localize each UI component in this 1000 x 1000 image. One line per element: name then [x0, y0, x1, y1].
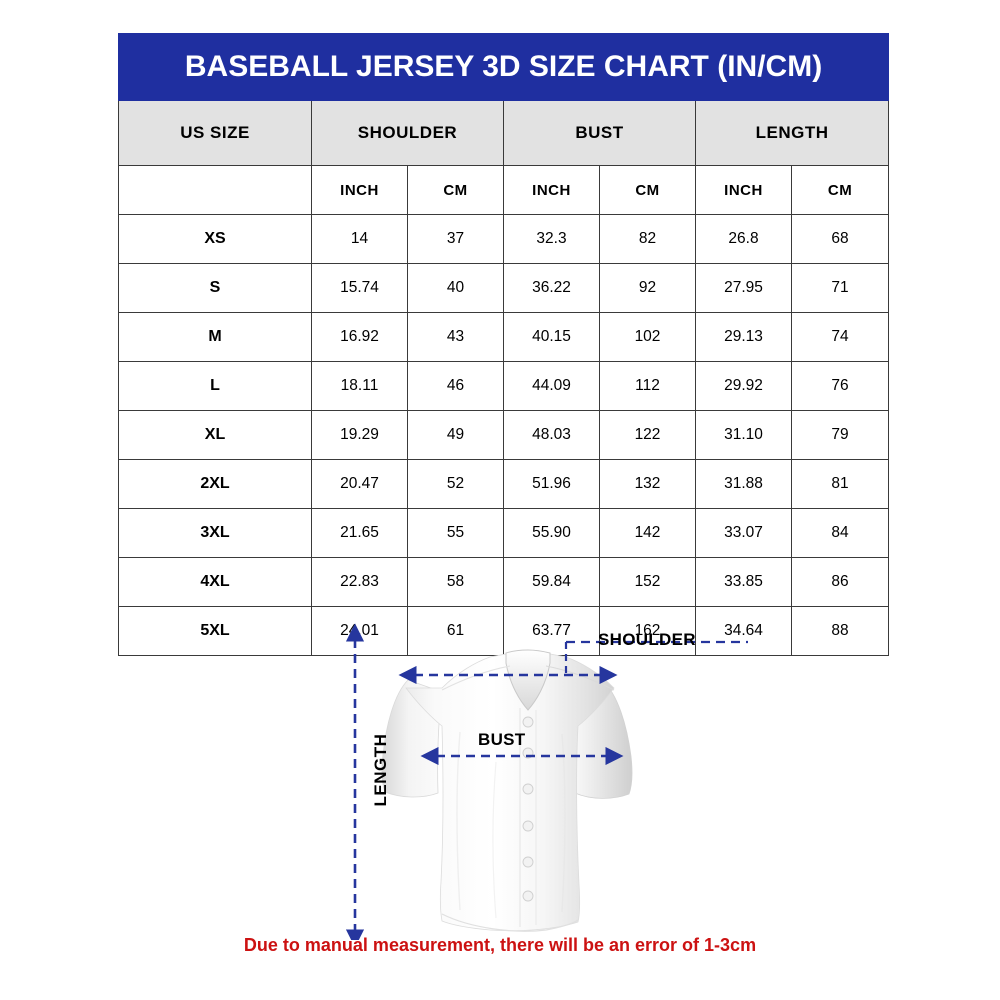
cell-shoulder-inch: 22.83 [311, 557, 408, 607]
cell-length-cm: 81 [790, 459, 890, 509]
column-group-length: LENGTH [694, 100, 890, 166]
cell-bust-cm: 92 [599, 263, 696, 313]
column-group-bust: BUST [503, 100, 696, 166]
cell-size: XL [118, 410, 312, 460]
size-chart-table: BASEBALL JERSEY 3D SIZE CHART (IN/CM) US… [117, 33, 890, 656]
cell-size: L [118, 361, 312, 411]
measurement-arrows [345, 623, 748, 940]
cell-bust-inch: 36.22 [503, 263, 600, 313]
cell-bust-inch: 40.15 [503, 312, 600, 362]
cell-shoulder-cm: 55 [407, 508, 504, 558]
cell-length-inch: 26.8 [695, 214, 792, 264]
cell-length-inch: 29.13 [695, 312, 792, 362]
size-chart-table-container: BASEBALL JERSEY 3D SIZE CHART (IN/CM) US… [117, 33, 890, 656]
cell-shoulder-inch: 20.47 [311, 459, 408, 509]
cell-shoulder-cm: 61 [407, 606, 504, 656]
group-header-row: US SIZE SHOULDER BUST LENGTH [118, 100, 890, 166]
table-row: 4XL 22.83 58 59.84 152 33.85 86 [118, 557, 890, 607]
cell-bust-cm: 112 [599, 361, 696, 411]
cell-shoulder-inch: 21.65 [311, 508, 408, 558]
table-row: M 16.92 43 40.15 102 29.13 74 [118, 312, 890, 362]
cell-size: 2XL [118, 459, 312, 509]
unit-header-length-inch: INCH [695, 165, 792, 215]
unit-header-shoulder-cm: CM [407, 165, 504, 215]
cell-bust-cm: 102 [599, 312, 696, 362]
cell-bust-inch: 48.03 [503, 410, 600, 460]
cell-bust-inch: 63.77 [503, 606, 600, 656]
cell-shoulder-cm: 46 [407, 361, 504, 411]
cell-size: 5XL [118, 606, 312, 656]
cell-bust-inch: 59.84 [503, 557, 600, 607]
unit-header-length-cm: CM [790, 165, 890, 215]
cell-length-cm: 79 [790, 410, 890, 460]
shoulder-measure-label: SHOULDER [598, 630, 696, 649]
cell-length-cm: 86 [790, 557, 890, 607]
table-row: S 15.74 40 36.22 92 27.95 71 [118, 263, 890, 313]
unit-header-shoulder-inch: INCH [311, 165, 408, 215]
cell-shoulder-cm: 49 [407, 410, 504, 460]
cell-length-inch: 29.92 [695, 361, 792, 411]
cell-bust-cm: 152 [599, 557, 696, 607]
cell-length-cm: 68 [790, 214, 890, 264]
cell-shoulder-inch: 15.74 [311, 263, 408, 313]
unit-header-blank [118, 165, 312, 215]
unit-header-bust-inch: INCH [503, 165, 600, 215]
unit-header-row: INCH CM INCH CM INCH CM [118, 165, 890, 215]
cell-shoulder-inch: 14 [311, 214, 408, 264]
cell-shoulder-cm: 58 [407, 557, 504, 607]
table-row: 5XL 24.01 61 63.77 162 34.64 88 [118, 606, 890, 656]
cell-bust-inch: 44.09 [503, 361, 600, 411]
unit-header-bust-cm: CM [599, 165, 696, 215]
cell-size: XS [118, 214, 312, 264]
length-measure-label: LENGTH [371, 733, 390, 807]
cell-length-inch: 34.64 [695, 606, 792, 656]
jersey-measurement-diagram [330, 622, 750, 940]
cell-bust-cm: 122 [599, 410, 696, 460]
cell-size: 4XL [118, 557, 312, 607]
cell-bust-cm: 142 [599, 508, 696, 558]
cell-length-cm: 76 [790, 361, 890, 411]
jersey-illustration [381, 649, 633, 932]
cell-length-cm: 74 [790, 312, 890, 362]
chart-title-row: BASEBALL JERSEY 3D SIZE CHART (IN/CM) [117, 33, 890, 101]
table-row: XS 14 37 32.3 82 26.8 68 [118, 214, 890, 264]
jersey-buttons [522, 716, 534, 902]
cell-shoulder-cm: 52 [407, 459, 504, 509]
cell-length-inch: 27.95 [695, 263, 792, 313]
page-title: BASEBALL JERSEY 3D SIZE CHART (IN/CM) [117, 33, 890, 101]
cell-shoulder-inch: 16.92 [311, 312, 408, 362]
cell-size: 3XL [118, 508, 312, 558]
cell-length-inch: 33.07 [695, 508, 792, 558]
cell-bust-inch: 55.90 [503, 508, 600, 558]
cell-length-cm: 71 [790, 263, 890, 313]
bust-measure-label: BUST [478, 730, 526, 749]
cell-length-inch: 31.88 [695, 459, 792, 509]
table-row: 3XL 21.65 55 55.90 142 33.07 84 [118, 508, 890, 558]
cell-shoulder-inch: 18.11 [311, 361, 408, 411]
column-group-shoulder: SHOULDER [311, 100, 504, 166]
cell-shoulder-cm: 37 [407, 214, 504, 264]
cell-bust-inch: 51.96 [503, 459, 600, 509]
cell-length-inch: 31.10 [695, 410, 792, 460]
table-row: L 18.11 46 44.09 112 29.92 76 [118, 361, 890, 411]
column-header-us-size: US SIZE [118, 100, 312, 166]
cell-shoulder-cm: 43 [407, 312, 504, 362]
cell-bust-inch: 32.3 [503, 214, 600, 264]
cell-length-cm: 84 [790, 508, 890, 558]
cell-bust-cm: 162 [599, 606, 696, 656]
cell-length-cm: 88 [790, 606, 890, 656]
cell-length-inch: 33.85 [695, 557, 792, 607]
cell-size: S [118, 263, 312, 313]
cell-shoulder-inch: 19.29 [311, 410, 408, 460]
cell-shoulder-cm: 40 [407, 263, 504, 313]
cell-size: M [118, 312, 312, 362]
cell-bust-cm: 82 [599, 214, 696, 264]
measurement-disclaimer: Due to manual measurement, there will be… [243, 935, 757, 955]
cell-bust-cm: 132 [599, 459, 696, 509]
table-row: XL 19.29 49 48.03 122 31.10 79 [118, 410, 890, 460]
table-row: 2XL 20.47 52 51.96 132 31.88 81 [118, 459, 890, 509]
